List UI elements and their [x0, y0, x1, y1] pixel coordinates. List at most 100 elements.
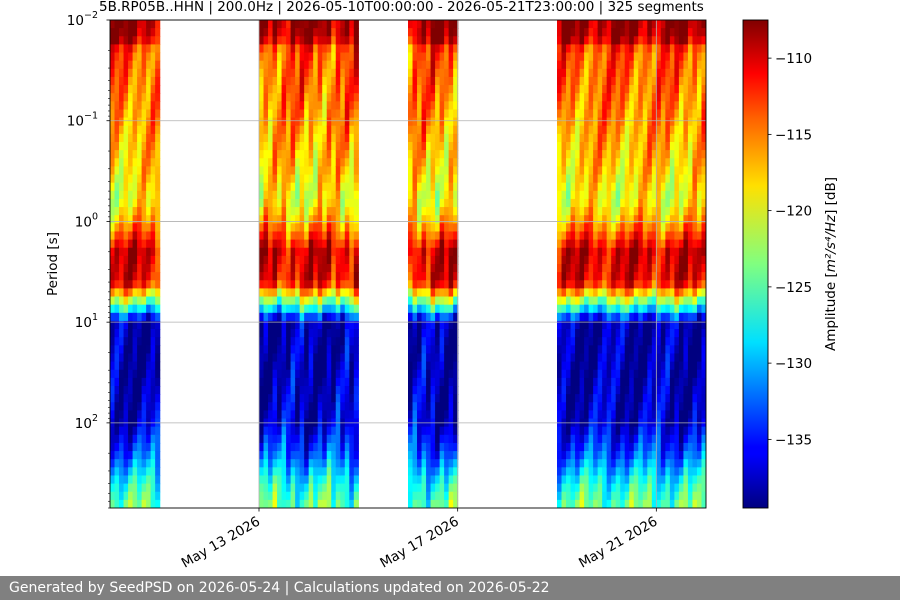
heatmap-cell: [421, 142, 427, 151]
heatmap-cell: [588, 361, 594, 371]
heatmap-cell: [426, 133, 432, 143]
heatmap-cell: [263, 288, 269, 298]
heatmap-cell: [629, 174, 635, 184]
heatmap-cell: [421, 190, 427, 200]
heatmap-cell: [322, 483, 328, 493]
heatmap-cell: [308, 76, 314, 86]
heatmap-cell: [268, 329, 274, 338]
heatmap-cell: [114, 85, 120, 94]
heatmap-cell: [349, 255, 355, 265]
heatmap-cell: [647, 174, 653, 184]
heatmap-cell: [683, 410, 689, 420]
heatmap-cell: [444, 85, 450, 94]
heatmap-cell: [335, 133, 341, 143]
heatmap-cell: [408, 190, 414, 200]
heatmap-cell: [439, 434, 445, 444]
heatmap-cell: [408, 142, 414, 151]
heatmap-cell: [696, 133, 703, 143]
heatmap-cell: [620, 337, 626, 346]
heatmap-cell: [593, 467, 599, 477]
heatmap-cell: [290, 304, 296, 314]
heatmap-cell: [430, 426, 436, 436]
heatmap-cell: [439, 288, 445, 298]
heatmap-cell: [656, 215, 662, 224]
heatmap-cell: [561, 329, 567, 338]
heatmap-cell: [417, 174, 423, 184]
heatmap-cell: [597, 76, 603, 86]
heatmap-cell: [566, 36, 572, 45]
heatmap-cell: [132, 288, 138, 298]
heatmap-cell: [453, 329, 459, 338]
heatmap-cell: [584, 272, 590, 281]
heatmap-cell: [642, 142, 648, 151]
heatmap-cell: [317, 264, 323, 273]
heatmap-cell: [669, 369, 675, 379]
heatmap-cell: [575, 337, 581, 346]
heatmap-cell: [290, 60, 296, 70]
heatmap-cell: [651, 109, 657, 119]
heatmap-cell: [593, 434, 599, 444]
heatmap-cell: [624, 434, 630, 444]
heatmap-cell: [593, 304, 599, 314]
heatmap-cell: [141, 101, 147, 111]
heatmap-cell: [408, 337, 414, 346]
heatmap-cell: [344, 198, 350, 208]
heatmap-cell: [660, 198, 666, 208]
heatmap-cell: [299, 255, 305, 265]
heatmap-cell: [141, 174, 147, 184]
heatmap-cell: [597, 207, 603, 216]
heatmap-cell: [128, 304, 134, 314]
heatmap-cell: [453, 182, 459, 192]
heatmap-cell: [692, 394, 698, 403]
heatmap-cell: [349, 133, 355, 143]
heatmap-cell: [620, 207, 626, 216]
heatmap-cell: [141, 239, 147, 249]
heatmap-cell: [674, 239, 680, 249]
heatmap-cell: [683, 44, 689, 54]
heatmap-cell: [286, 386, 292, 395]
heatmap-cell: [588, 117, 594, 127]
heatmap-cell: [696, 231, 703, 241]
heatmap-cell: [435, 68, 441, 78]
heatmap-cell: [448, 166, 454, 176]
heatmap-cell: [575, 109, 581, 119]
heatmap-cell: [268, 467, 274, 477]
heatmap-cell: [417, 158, 423, 167]
heatmap-cell: [453, 85, 459, 94]
heatmap-cell: [665, 182, 671, 192]
heatmap-cell: [155, 125, 161, 135]
heatmap-cell: [620, 320, 626, 330]
heatmap-cell: [313, 215, 319, 224]
heatmap-cell: [611, 264, 617, 273]
heatmap-cell: [575, 36, 581, 45]
heatmap-cell: [597, 345, 603, 355]
heatmap-cell: [696, 101, 703, 111]
heatmap-cell: [448, 426, 454, 436]
heatmap-cell: [588, 369, 594, 379]
heatmap-cell: [611, 312, 617, 322]
heatmap-cell: [561, 20, 567, 29]
heatmap-cell: [259, 93, 265, 102]
heatmap-cell: [696, 44, 703, 54]
heatmap-cell: [137, 52, 143, 62]
heatmap-cell: [335, 231, 341, 241]
heatmap-cell: [674, 255, 680, 265]
heatmap-cell: [692, 272, 698, 281]
heatmap-cell: [692, 434, 698, 444]
heatmap-cell: [263, 207, 269, 216]
heatmap-cell: [344, 85, 350, 94]
heatmap-cell: [412, 312, 418, 322]
heatmap-cell: [448, 93, 454, 102]
heatmap-cell: [335, 345, 341, 355]
heatmap-cell: [146, 166, 152, 176]
heatmap-cell: [439, 483, 445, 493]
heatmap-cell: [322, 272, 328, 281]
heatmap-cell: [299, 264, 305, 273]
heatmap-cell: [557, 158, 563, 167]
heatmap-cell: [629, 109, 635, 119]
heatmap-cell: [615, 190, 621, 200]
heatmap-cell: [557, 459, 563, 468]
heatmap-cell: [570, 207, 576, 216]
heatmap-cell: [439, 296, 445, 306]
heatmap-cell: [340, 434, 346, 444]
